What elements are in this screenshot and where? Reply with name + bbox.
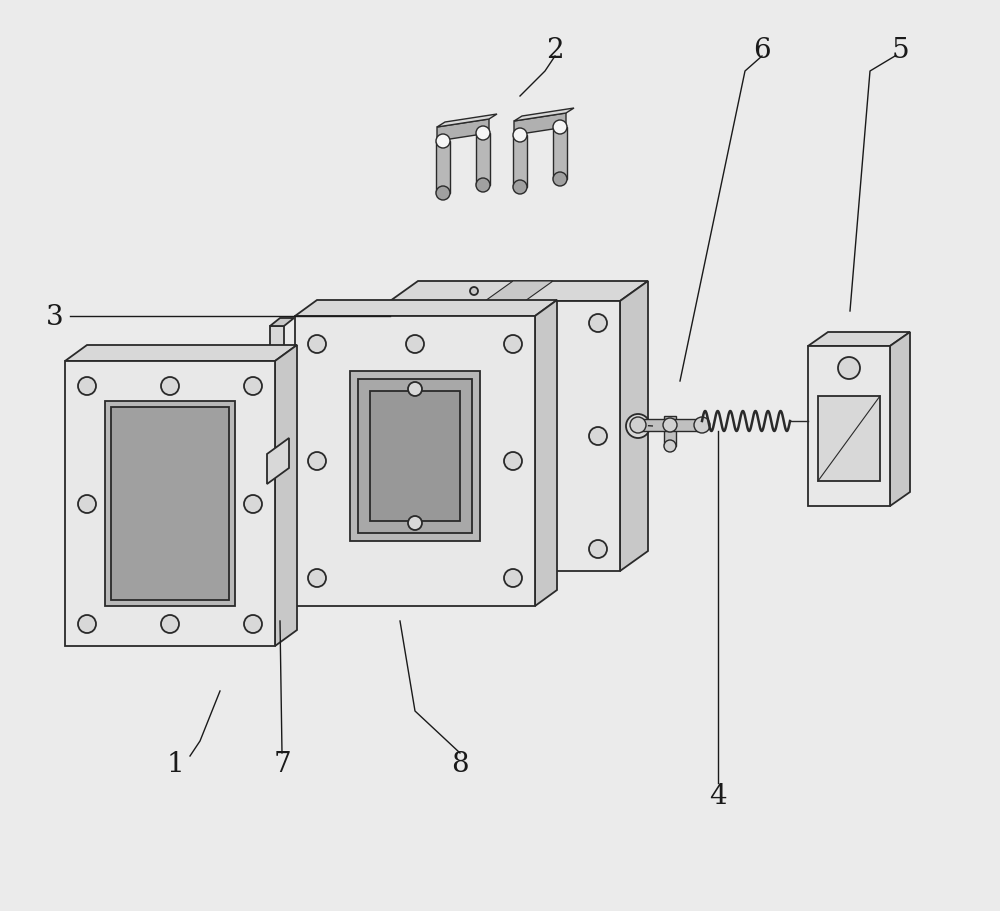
Circle shape <box>244 377 262 395</box>
Text: 7: 7 <box>273 750 291 777</box>
Text: 1: 1 <box>166 750 184 777</box>
Polygon shape <box>437 120 489 142</box>
Polygon shape <box>65 362 275 646</box>
Circle shape <box>589 314 607 333</box>
Circle shape <box>553 173 567 187</box>
Circle shape <box>694 417 710 434</box>
Polygon shape <box>105 402 235 607</box>
Circle shape <box>504 453 522 470</box>
Polygon shape <box>514 109 574 122</box>
Polygon shape <box>437 115 497 128</box>
Text: 4: 4 <box>709 783 727 810</box>
Circle shape <box>513 180 527 195</box>
Polygon shape <box>535 301 557 607</box>
Polygon shape <box>808 333 910 346</box>
Polygon shape <box>390 281 648 302</box>
Circle shape <box>436 187 450 200</box>
Polygon shape <box>664 416 676 446</box>
Circle shape <box>630 417 646 434</box>
Polygon shape <box>275 345 297 646</box>
Circle shape <box>626 415 650 438</box>
Text: 3: 3 <box>46 303 64 330</box>
Text: 8: 8 <box>451 750 469 777</box>
Polygon shape <box>111 407 229 600</box>
Polygon shape <box>818 396 880 482</box>
Polygon shape <box>350 372 480 541</box>
Polygon shape <box>436 142 450 194</box>
Polygon shape <box>514 114 566 136</box>
Polygon shape <box>295 301 557 317</box>
Circle shape <box>476 179 490 193</box>
Circle shape <box>78 496 96 514</box>
Polygon shape <box>553 128 567 179</box>
Polygon shape <box>370 392 460 521</box>
Circle shape <box>308 453 326 470</box>
Circle shape <box>504 569 522 588</box>
Polygon shape <box>808 346 890 507</box>
Circle shape <box>244 496 262 514</box>
Circle shape <box>470 288 478 296</box>
Circle shape <box>663 418 677 433</box>
Circle shape <box>403 314 421 333</box>
Circle shape <box>513 128 527 143</box>
Polygon shape <box>390 302 620 571</box>
Circle shape <box>78 615 96 633</box>
Polygon shape <box>513 136 527 188</box>
Polygon shape <box>267 438 289 485</box>
Circle shape <box>308 335 326 353</box>
Circle shape <box>406 335 424 353</box>
Circle shape <box>308 569 326 588</box>
Circle shape <box>161 615 179 633</box>
Text: 6: 6 <box>753 36 771 64</box>
Circle shape <box>244 615 262 633</box>
Text: 2: 2 <box>546 36 564 64</box>
Polygon shape <box>270 327 284 591</box>
Circle shape <box>589 540 607 558</box>
Polygon shape <box>65 345 297 362</box>
Circle shape <box>476 127 490 141</box>
Polygon shape <box>485 281 553 302</box>
Polygon shape <box>358 380 472 534</box>
Text: 5: 5 <box>891 36 909 64</box>
Circle shape <box>408 517 422 530</box>
Polygon shape <box>295 317 535 607</box>
Polygon shape <box>270 319 294 327</box>
Circle shape <box>838 358 860 380</box>
Polygon shape <box>890 333 910 507</box>
Circle shape <box>408 383 422 396</box>
Circle shape <box>504 335 522 353</box>
Circle shape <box>161 377 179 395</box>
Polygon shape <box>638 420 702 432</box>
Circle shape <box>403 540 421 558</box>
Polygon shape <box>620 281 648 571</box>
Circle shape <box>403 427 421 445</box>
Circle shape <box>436 135 450 148</box>
Circle shape <box>78 377 96 395</box>
Circle shape <box>496 314 514 333</box>
Circle shape <box>553 121 567 135</box>
Polygon shape <box>476 134 490 186</box>
Circle shape <box>664 441 676 453</box>
Circle shape <box>589 427 607 445</box>
